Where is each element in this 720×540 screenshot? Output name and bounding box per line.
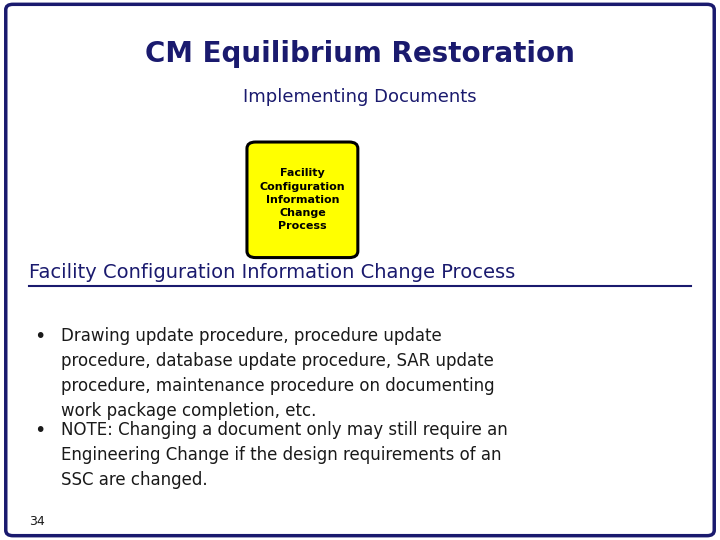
FancyBboxPatch shape [6,4,714,536]
Text: Facility
Configuration
Information
Change
Process: Facility Configuration Information Chang… [260,168,345,231]
Text: NOTE: Changing a document only may still require an
Engineering Change if the de: NOTE: Changing a document only may still… [61,421,508,489]
Text: Facility Configuration Information Change Process: Facility Configuration Information Chang… [29,263,515,282]
Text: 34: 34 [29,515,45,528]
FancyBboxPatch shape [247,142,358,258]
Text: CM Equilibrium Restoration: CM Equilibrium Restoration [145,40,575,68]
Text: Drawing update procedure, procedure update
procedure, database update procedure,: Drawing update procedure, procedure upda… [61,327,495,420]
Text: •: • [34,327,45,346]
Text: Implementing Documents: Implementing Documents [243,88,477,106]
Text: •: • [34,421,45,440]
